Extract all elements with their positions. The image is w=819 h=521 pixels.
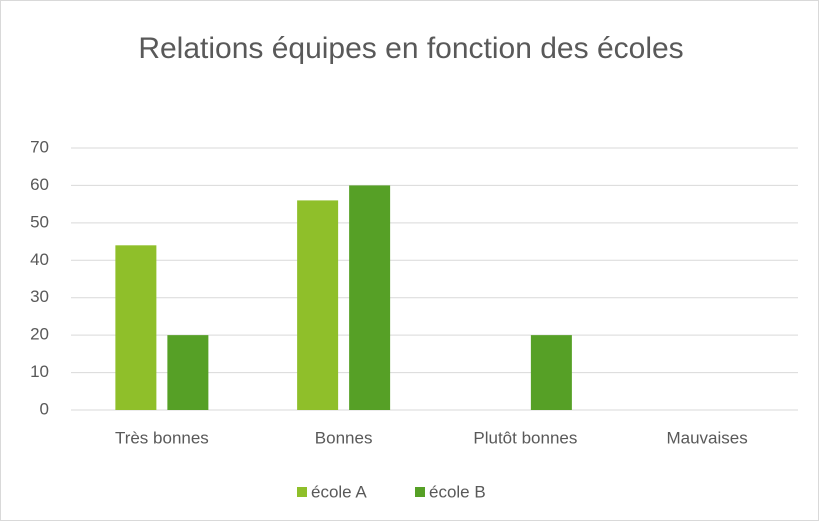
- bar: [297, 200, 339, 410]
- bar: [530, 335, 572, 410]
- bar: [115, 245, 157, 410]
- x-tick-label: Très bonnes: [115, 428, 209, 447]
- y-tick-label: 0: [40, 399, 49, 418]
- y-tick-label: 20: [30, 325, 49, 344]
- y-tick-label: 70: [30, 137, 49, 156]
- legend-swatch: [415, 487, 425, 497]
- legend-label: école B: [429, 482, 486, 501]
- legend-label: école A: [311, 482, 367, 501]
- bar: [349, 185, 391, 410]
- chart-title: Relations équipes en fonction des écoles: [138, 32, 684, 65]
- y-tick-label: 10: [30, 362, 49, 381]
- x-tick-label: Bonnes: [315, 428, 373, 447]
- y-tick-label: 60: [30, 175, 49, 194]
- y-tick-label: 50: [30, 212, 49, 231]
- legend-swatch: [297, 487, 307, 497]
- x-tick-label: Mauvaises: [666, 428, 747, 447]
- y-tick-label: 40: [30, 250, 49, 269]
- bar: [167, 335, 209, 410]
- y-tick-label: 30: [30, 287, 49, 306]
- x-tick-label: Plutôt bonnes: [473, 428, 577, 447]
